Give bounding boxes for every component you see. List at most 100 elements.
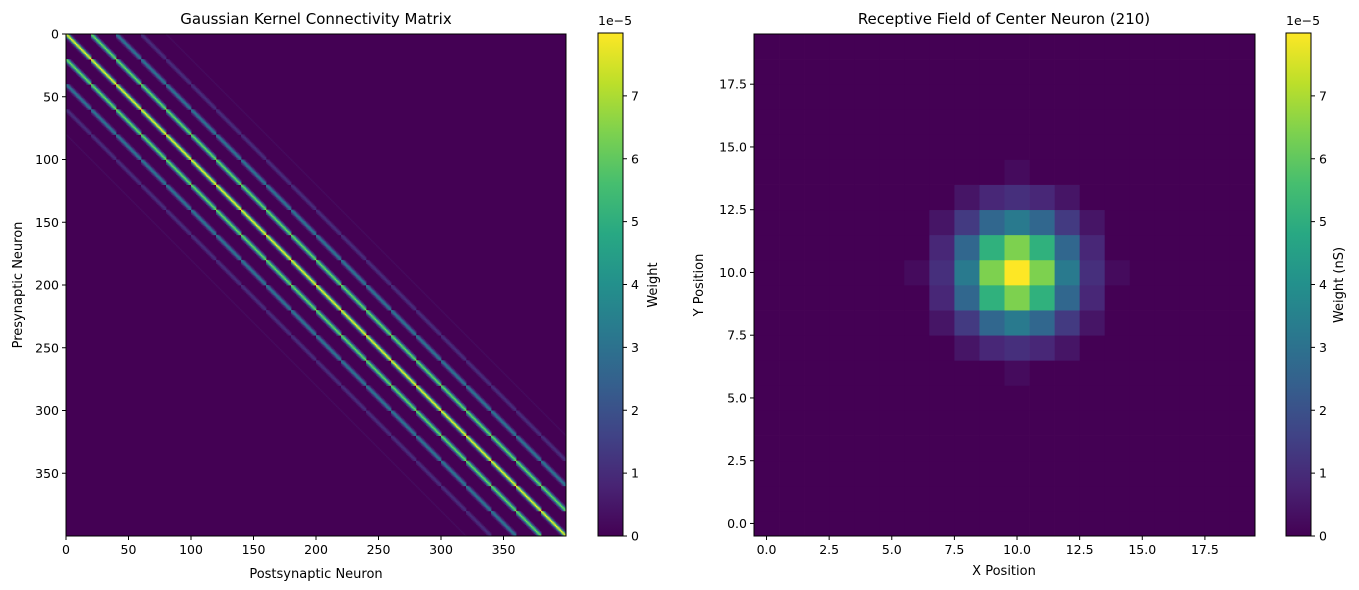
connectivity-cell bbox=[68, 87, 71, 90]
connectivity-cell bbox=[176, 96, 178, 99]
connectivity-cell bbox=[141, 85, 143, 88]
connectivity-cell bbox=[177, 92, 179, 95]
connectivity-cell bbox=[77, 72, 79, 75]
connectivity-cell bbox=[107, 70, 109, 72]
connectivity-cell bbox=[154, 69, 157, 71]
connectivity-cell bbox=[84, 54, 87, 56]
connectivity-cell bbox=[134, 76, 137, 79]
connectivity-cell bbox=[88, 52, 91, 55]
connectivity-cell bbox=[81, 100, 83, 103]
connectivity-cell bbox=[172, 94, 174, 96]
connectivity-cell bbox=[74, 44, 77, 46]
connectivity-cell bbox=[188, 80, 191, 83]
connectivity-cell bbox=[94, 61, 97, 64]
connectivity-cell bbox=[143, 61, 146, 64]
connectivity-cell bbox=[67, 64, 69, 66]
connectivity-cell bbox=[83, 46, 86, 49]
connectivity-cell bbox=[104, 51, 107, 54]
connectivity-cell bbox=[152, 67, 154, 70]
connectivity-cell bbox=[146, 62, 148, 65]
connectivity-cell bbox=[119, 90, 122, 93]
connectivity-cell bbox=[73, 90, 76, 93]
connectivity-cell bbox=[133, 74, 136, 76]
connectivity-cell bbox=[148, 95, 151, 98]
connectivity-cell bbox=[81, 95, 83, 98]
connectivity-cell bbox=[99, 65, 102, 67]
connectivity-cell bbox=[166, 60, 168, 62]
connectivity-cell bbox=[91, 84, 93, 86]
connectivity-cell bbox=[167, 59, 169, 61]
connectivity-cell bbox=[114, 54, 117, 56]
connectivity-cell bbox=[77, 50, 79, 52]
connectivity-cell bbox=[184, 99, 187, 101]
connectivity-cell bbox=[162, 79, 164, 81]
connectivity-cell bbox=[128, 47, 131, 50]
connectivity-cell bbox=[128, 45, 131, 47]
connectivity-cell bbox=[153, 70, 156, 72]
connectivity-cell bbox=[178, 70, 181, 72]
connectivity-cell bbox=[94, 89, 97, 91]
connectivity-cell bbox=[178, 69, 181, 71]
connectivity-cell bbox=[102, 94, 104, 96]
connectivity-cell bbox=[74, 42, 77, 45]
connectivity-cell bbox=[99, 94, 102, 96]
connectivity-cell bbox=[141, 35, 143, 37]
connectivity-cell bbox=[108, 55, 111, 57]
connectivity-cell bbox=[131, 94, 133, 96]
connectivity-cell bbox=[82, 76, 84, 79]
connectivity-cell bbox=[107, 76, 109, 79]
connectivity-cell bbox=[91, 34, 93, 36]
connectivity-cell bbox=[111, 51, 113, 54]
connectivity-cell bbox=[81, 46, 83, 49]
connectivity-cell bbox=[94, 35, 97, 37]
connectivity-cell bbox=[99, 96, 102, 99]
connectivity-cell bbox=[121, 39, 123, 41]
connectivity-cell bbox=[82, 47, 84, 50]
connectivity-cell bbox=[134, 56, 137, 59]
connectivity-cell bbox=[97, 40, 99, 42]
connectivity-cell bbox=[172, 64, 174, 66]
connectivity-cell bbox=[123, 39, 126, 41]
connectivity-cell bbox=[117, 89, 119, 91]
connectivity-cell bbox=[128, 67, 131, 70]
connectivity-cell bbox=[111, 55, 113, 57]
connectivity-cell bbox=[127, 90, 129, 93]
connectivity-cell bbox=[157, 79, 159, 81]
connectivity-cell bbox=[127, 44, 129, 46]
connectivity-cell bbox=[158, 80, 161, 83]
connectivity-cell bbox=[91, 37, 93, 40]
connectivity-cell bbox=[68, 35, 71, 37]
connectivity-cell bbox=[143, 34, 146, 36]
connectivity-cell bbox=[127, 92, 129, 95]
connectivity-cell bbox=[172, 89, 174, 91]
connectivity-cell bbox=[69, 91, 72, 94]
connectivity-cell bbox=[107, 49, 109, 51]
connectivity-cell bbox=[209, 77, 212, 80]
connectivity-cell bbox=[98, 69, 101, 71]
connectivity-cell bbox=[171, 61, 173, 64]
connectivity-cell bbox=[96, 89, 98, 91]
connectivity-cell bbox=[152, 96, 154, 99]
connectivity-cell bbox=[82, 51, 84, 54]
connectivity-cell bbox=[118, 64, 121, 66]
connectivity-cell bbox=[124, 64, 127, 66]
connectivity-cell bbox=[178, 99, 181, 101]
connectivity-cell bbox=[74, 91, 77, 94]
connectivity-cell bbox=[178, 95, 181, 98]
connectivity-cell bbox=[102, 99, 104, 101]
connectivity-cell bbox=[94, 62, 97, 65]
connectivity-cell bbox=[79, 96, 82, 99]
connectivity-cell bbox=[174, 42, 177, 45]
connectivity-cell bbox=[122, 95, 124, 98]
connectivity-cell bbox=[78, 51, 81, 54]
connectivity-cell bbox=[102, 46, 104, 49]
connectivity-cell bbox=[101, 65, 103, 67]
connectivity-cell bbox=[143, 59, 146, 61]
connectivity-cell bbox=[104, 94, 107, 96]
connectivity-cell bbox=[156, 76, 158, 79]
connectivity-cell bbox=[77, 45, 79, 47]
connectivity-cell bbox=[66, 86, 68, 89]
connectivity-cell bbox=[146, 90, 148, 93]
connectivity-cell bbox=[76, 72, 78, 75]
connectivity-cell bbox=[99, 41, 102, 44]
